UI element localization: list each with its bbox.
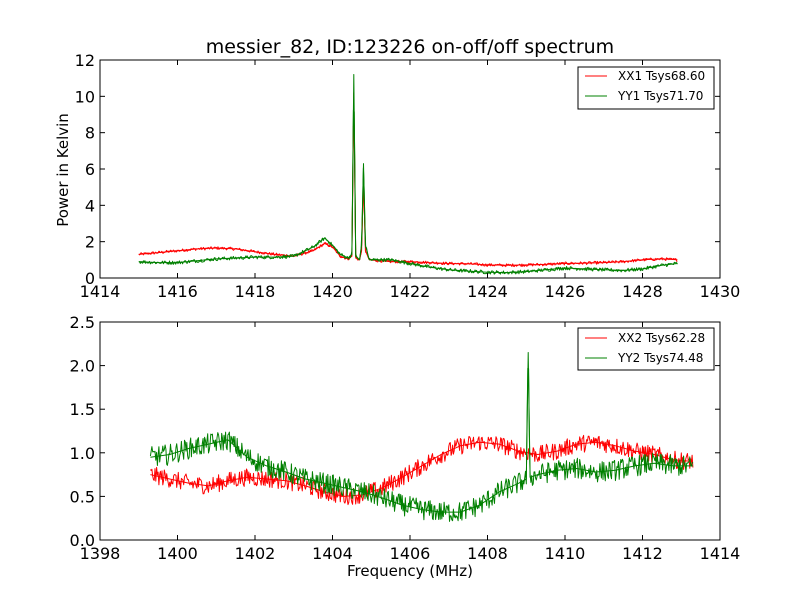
legend-label-yy2: YY2 Tsys74.48: [617, 351, 703, 365]
series-line-xx1: [138, 124, 678, 268]
x-tick-label: 1430: [700, 282, 741, 301]
y-axis-label: Power in Kelvin: [54, 113, 72, 227]
x-tick-label: 1418: [235, 282, 276, 301]
series-peaks-yy1: [138, 74, 678, 274]
x-axis-label: Frequency (MHz): [347, 562, 473, 580]
x-tick-label: 1402: [235, 544, 276, 563]
bottom-plot: Frequency (MHz) 1398 1400 1402 1404 1406 1408…: [70, 313, 741, 580]
x-tick-label: 1414: [700, 544, 741, 563]
y-tick-label: 6: [85, 160, 95, 179]
top-legend: XX1 Tsys68.60 YY1 Tsys71.70: [577, 66, 715, 110]
y-tick-label: 1.0: [70, 444, 95, 463]
series-peaks-xx2: [150, 441, 693, 497]
x-tick-label: 1412: [622, 544, 663, 563]
y-tick-label: 10: [75, 87, 95, 106]
x-tick-label: 1426: [545, 282, 586, 301]
chart-title: messier_82, ID:123226 on-off/off spectru…: [206, 36, 614, 58]
bottom-legend: XX2 Tsys62.28 YY2 Tsys74.48: [577, 327, 715, 371]
y-tick-label: 8: [85, 124, 95, 143]
series-line-yy2: [149, 367, 694, 522]
x-tick-label: 1424: [467, 282, 508, 301]
x-tick-label: 1404: [312, 544, 353, 563]
x-tick-label: 1400: [157, 544, 198, 563]
y-tick-label: 0: [85, 269, 95, 288]
y-tick-label: 12: [75, 51, 95, 70]
x-tick-label: 1420: [312, 282, 353, 301]
x-tick-label: 1410: [545, 544, 586, 563]
x-tick-label: 1422: [390, 282, 431, 301]
x-tick-label: 1428: [622, 282, 663, 301]
x-tick-label: 1416: [157, 282, 198, 301]
y-tick-label: 4: [85, 196, 95, 215]
legend-label-yy1: YY1 Tsys71.70: [617, 89, 703, 103]
legend-box: [577, 66, 715, 110]
x-tick-label: 1408: [467, 544, 508, 563]
x-tick-label: 1414: [80, 282, 121, 301]
legend-label-xx1: XX1 Tsys68.60: [618, 69, 705, 83]
series-peaks-xx1: [138, 92, 678, 266]
legend-box: [577, 327, 715, 371]
legend-label-xx2: XX2 Tsys62.28: [618, 331, 705, 345]
x-tick-label: 1398: [80, 544, 121, 563]
y-tick-label: 0.5: [70, 487, 95, 506]
y-tick-label: 2.0: [70, 357, 95, 376]
y-tick-label: 2.5: [70, 313, 95, 332]
x-tick-label: 1406: [390, 544, 431, 563]
y-tick-label: 0.0: [70, 531, 95, 550]
bottom-plot-frame: [99, 321, 721, 541]
series-peaks-yy2: [150, 352, 693, 513]
top-plot-frame: [99, 59, 721, 279]
series-line-yy1: [138, 109, 678, 275]
y-tick-label: 1.5: [70, 400, 95, 419]
top-plot: messier_82, ID:123226 on-off/off spectru…: [54, 36, 740, 301]
y-tick-label: 2: [85, 233, 95, 252]
